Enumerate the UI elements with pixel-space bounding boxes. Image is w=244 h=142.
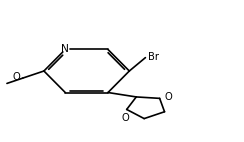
- Text: O: O: [12, 72, 20, 82]
- Text: O: O: [122, 113, 129, 123]
- Text: Br: Br: [148, 52, 159, 62]
- Text: O: O: [164, 92, 172, 102]
- Text: N: N: [61, 44, 69, 54]
